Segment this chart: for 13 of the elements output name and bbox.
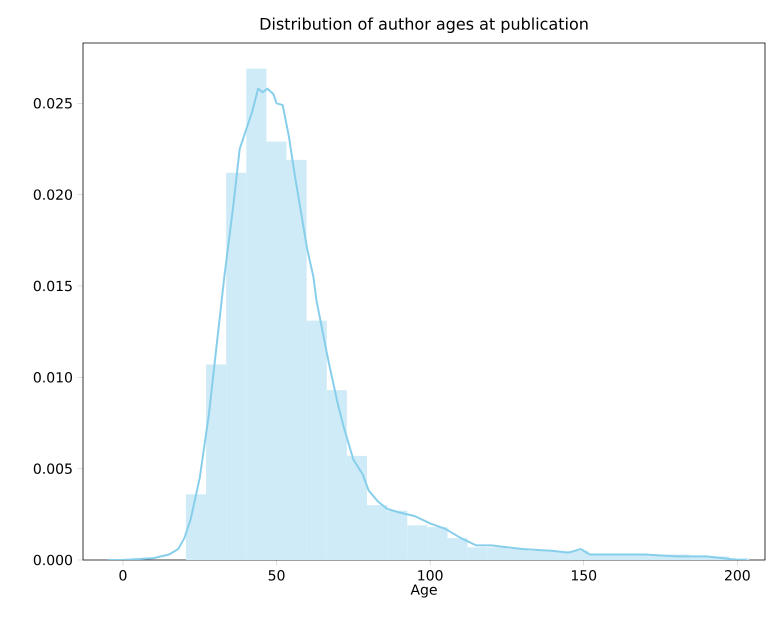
x-tick-label: 200 bbox=[725, 570, 750, 581]
x-tick-label: 0 bbox=[119, 570, 126, 581]
x-tick-label: 50 bbox=[268, 570, 285, 581]
chart-title: Distribution of author ages at publication bbox=[260, 17, 588, 33]
y-tick-label: 0.010 bbox=[34, 372, 72, 383]
x-tick-label: 150 bbox=[572, 570, 596, 581]
x-axis-title: Age bbox=[410, 584, 437, 598]
y-tick-label: 0.000 bbox=[34, 554, 72, 566]
y-tick-label: 0.015 bbox=[34, 280, 72, 292]
y-tick-label: 0.005 bbox=[34, 463, 72, 474]
x-tick-label: 100 bbox=[418, 570, 443, 581]
y-tick-label: 0.020 bbox=[34, 189, 72, 200]
y-tick-label: 0.025 bbox=[34, 98, 72, 109]
